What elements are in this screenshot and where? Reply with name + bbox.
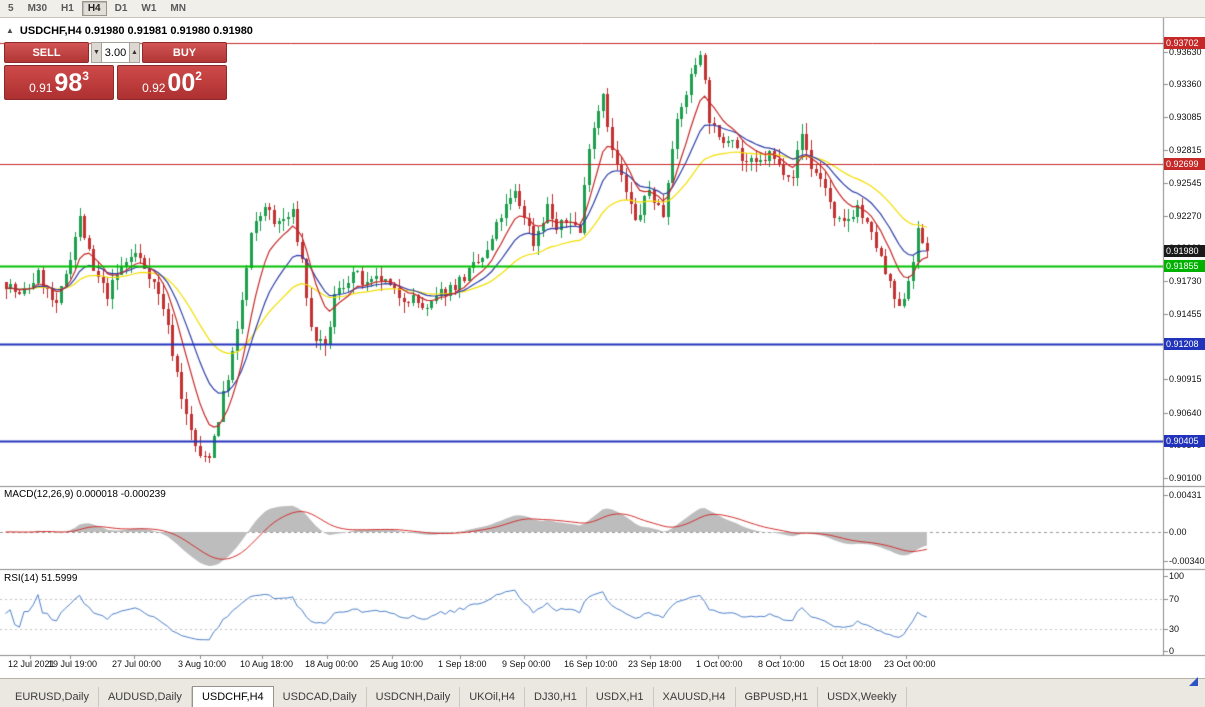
price-axis-tick: 0.90640 bbox=[1169, 407, 1202, 418]
price-axis-tick: 0.92270 bbox=[1169, 210, 1202, 221]
rsi-axis-tick: 0 bbox=[1169, 646, 1175, 656]
chart-tab-eurusd-daily[interactable]: EURUSD,Daily bbox=[6, 687, 99, 707]
chart-tab-dj30-h1[interactable]: DJ30,H1 bbox=[525, 687, 587, 707]
price-axis-tick: 0.93630 bbox=[1169, 46, 1202, 57]
timeframe-button-5[interactable]: 5 bbox=[8, 3, 14, 14]
buy-price-prefix: 0.92 bbox=[142, 81, 166, 95]
time-axis-label: 12 Jul 2021 bbox=[8, 659, 55, 669]
rsi-axis-tick: 100 bbox=[1169, 571, 1185, 581]
chart-tab-ukoil-h4[interactable]: UKOil,H4 bbox=[460, 687, 526, 707]
price-axis-tick: 0.92545 bbox=[1169, 177, 1202, 188]
price-line-label[interactable]: 0.91855 bbox=[1164, 259, 1205, 272]
chart-shift-marker-icon bbox=[1189, 677, 1198, 686]
chart-tab-usdx-h1[interactable]: USDX,H1 bbox=[587, 687, 654, 707]
price-axis-tick: 0.91730 bbox=[1169, 276, 1202, 287]
timeframe-button-h4[interactable]: H4 bbox=[81, 1, 107, 16]
price-axis-tick: 0.93360 bbox=[1169, 79, 1202, 90]
buy-price-point: 2 bbox=[195, 69, 202, 83]
volume-increase-button[interactable]: ▲ bbox=[129, 42, 140, 63]
rsi-axis-tick: 30 bbox=[1169, 623, 1180, 634]
chart-tab-gbpusd-h1[interactable]: GBPUSD,H1 bbox=[736, 687, 819, 707]
buy-button[interactable]: BUY bbox=[142, 42, 227, 63]
chart-tab-usdchf-h4[interactable]: USDCHF,H4 bbox=[191, 686, 274, 707]
sell-price-pips: 98 bbox=[54, 69, 83, 97]
time-axis-label: 10 Aug 18:00 bbox=[240, 659, 294, 669]
timeframe-button-mn[interactable]: MN bbox=[170, 3, 186, 14]
time-axis-label: 25 Aug 10:00 bbox=[370, 659, 424, 669]
volume-decrease-button[interactable]: ▼ bbox=[91, 42, 102, 63]
price-line-label[interactable]: 0.93702 bbox=[1164, 36, 1205, 49]
timeframe-toolbar: 5 M30 H1 H4 D1 W1 MN bbox=[0, 0, 1205, 18]
price-line-label[interactable]: 0.92699 bbox=[1164, 158, 1205, 171]
timeframe-button-m30[interactable]: M30 bbox=[27, 3, 48, 14]
price-line-label[interactable]: 0.90405 bbox=[1164, 435, 1205, 447]
rsi-axis-tick: 70 bbox=[1169, 593, 1180, 604]
price-axis-tick: 0.91455 bbox=[1169, 309, 1202, 320]
sell-price-prefix: 0.91 bbox=[29, 81, 53, 95]
sell-button[interactable]: SELL bbox=[4, 42, 89, 63]
chart-tab-usdcnh-daily[interactable]: USDCNH,Daily bbox=[367, 687, 461, 707]
price-axis-tick: 0.90915 bbox=[1169, 374, 1202, 385]
volume-control: ▼ ▲ bbox=[91, 42, 140, 63]
macd-axis-tick: 0.00 bbox=[1169, 527, 1187, 537]
price-line-label[interactable]: 0.91208 bbox=[1164, 338, 1205, 351]
macd-indicator-label: MACD(12,26,9) 0.000018 -0.000239 bbox=[4, 489, 166, 500]
time-axis-label: 18 Aug 00:00 bbox=[305, 659, 359, 669]
time-axis-label: 23 Sep 18:00 bbox=[628, 659, 682, 669]
timeframe-button-w1[interactable]: W1 bbox=[141, 3, 157, 14]
price-axis-tick: 0.90100 bbox=[1169, 472, 1202, 483]
sell-price-button[interactable]: 0.91 98 3 bbox=[4, 65, 114, 100]
price-line-label[interactable]: 0.91980 bbox=[1164, 244, 1205, 257]
price-axis-tick: 0.93085 bbox=[1169, 112, 1202, 123]
buy-price-button[interactable]: 0.92 00 2 bbox=[117, 65, 227, 100]
time-axis-label: 27 Jul 00:00 bbox=[112, 659, 162, 669]
chart-scroll-strip[interactable] bbox=[0, 677, 1205, 686]
chart-area: ▲ USDCHF,H4 0.91980 0.91981 0.91980 0.91… bbox=[0, 18, 1205, 678]
buy-price-pips: 00 bbox=[167, 69, 196, 97]
rsi-indicator-label: RSI(14) 51.5999 bbox=[4, 573, 78, 584]
one-click-collapse-icon[interactable]: ▲ bbox=[6, 26, 14, 35]
chart-tab-usdcad-daily[interactable]: USDCAD,Daily bbox=[274, 687, 367, 707]
macd-axis-tick: -0.00340 bbox=[1169, 556, 1205, 567]
macd-axis-tick: 0.00431 bbox=[1169, 489, 1202, 500]
timeframe-button-d1[interactable]: D1 bbox=[114, 3, 128, 14]
time-axis-label: 16 Sep 10:00 bbox=[564, 659, 618, 669]
chart-tab-audusd-daily[interactable]: AUDUSD,Daily bbox=[99, 687, 192, 707]
sell-price-point: 3 bbox=[82, 69, 89, 83]
time-axis-label: 19 Jul 19:00 bbox=[48, 659, 98, 669]
time-axis-label: 15 Oct 18:00 bbox=[820, 659, 872, 669]
price-chart-canvas[interactable] bbox=[0, 18, 1205, 678]
chart-title-text: USDCHF,H4 0.91980 0.91981 0.91980 0.9198… bbox=[19, 25, 253, 37]
chart-tab-usdx-weekly[interactable]: USDX,Weekly bbox=[818, 687, 907, 707]
chart-tab-xauusd-h4[interactable]: XAUUSD,H4 bbox=[654, 687, 736, 707]
chart-tabs: EURUSD,Daily AUDUSD,Daily USDCHF,H4 USDCAD,… bbox=[0, 686, 1205, 707]
one-click-trading-panel: SELL ▼ ▲ BUY 0.91 98 3 0.92 00 2 bbox=[4, 42, 227, 100]
chart-ohlc-header: ▲ USDCHF,H4 0.91980 0.91981 0.91980 0.91… bbox=[6, 25, 253, 37]
timeframe-button-h1[interactable]: H1 bbox=[61, 3, 74, 14]
time-axis-label: 8 Oct 10:00 bbox=[758, 659, 805, 669]
time-axis-label: 23 Oct 00:00 bbox=[884, 659, 936, 669]
volume-input[interactable] bbox=[102, 42, 129, 63]
time-axis-label: 1 Sep 18:00 bbox=[438, 659, 487, 669]
time-axis-label: 9 Sep 00:00 bbox=[502, 659, 551, 669]
price-axis-tick: 0.92815 bbox=[1169, 145, 1202, 156]
time-axis-label: 1 Oct 00:00 bbox=[696, 659, 743, 669]
chart-tabs-bar: EURUSD,Daily AUDUSD,Daily USDCHF,H4 USDCAD,… bbox=[0, 677, 1205, 707]
time-axis-label: 3 Aug 10:00 bbox=[178, 659, 227, 669]
